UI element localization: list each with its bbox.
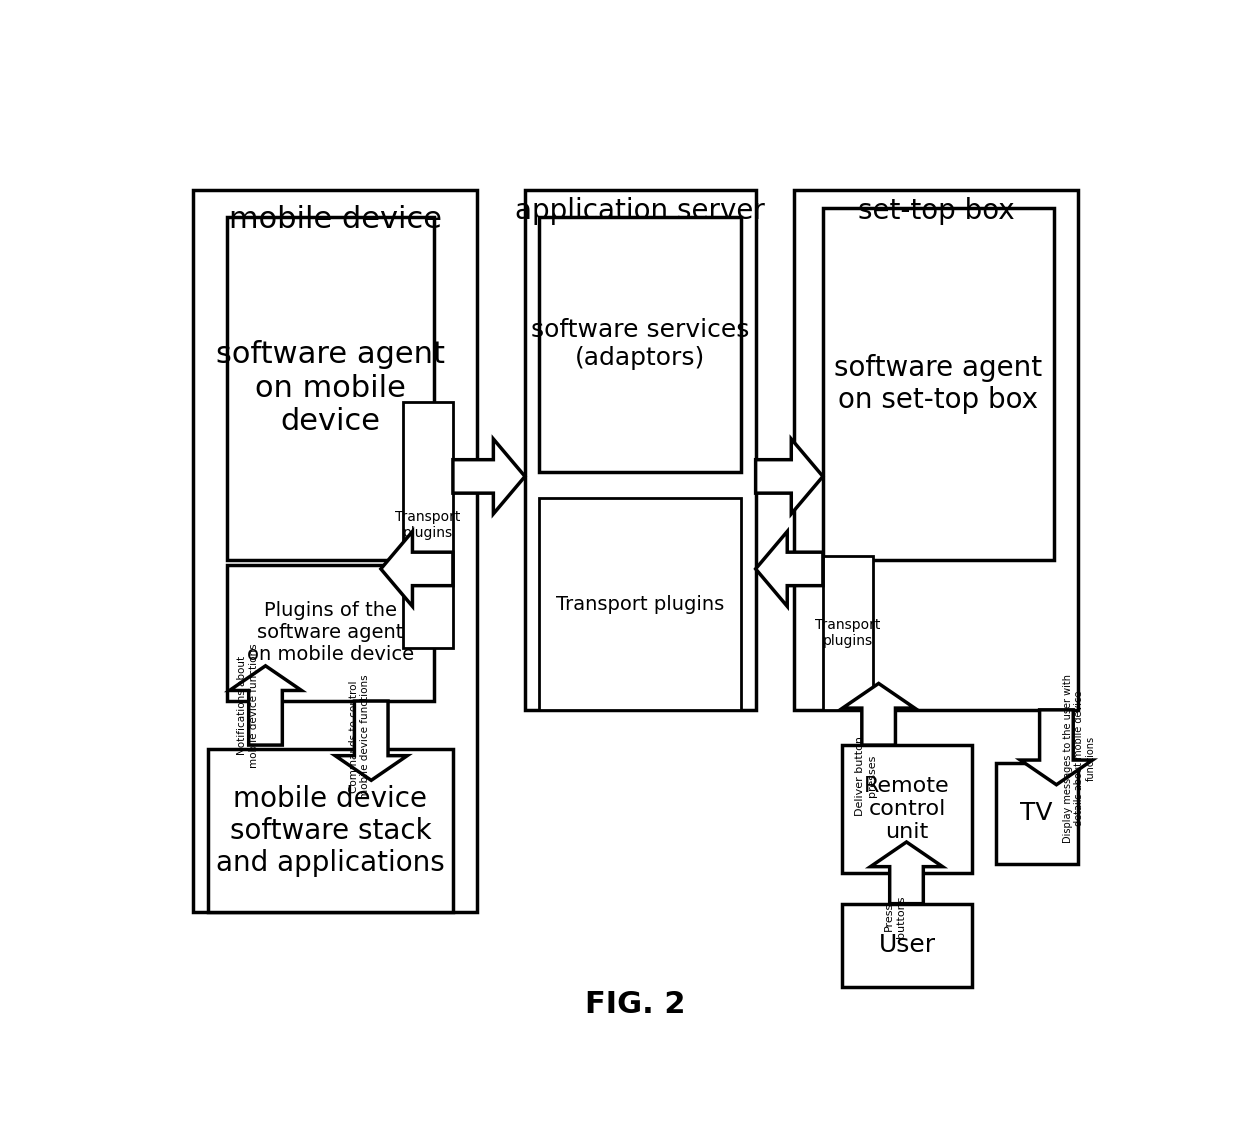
Polygon shape bbox=[843, 683, 915, 745]
Text: Transport plugins: Transport plugins bbox=[557, 595, 724, 613]
Bar bbox=[842, 745, 972, 873]
Bar bbox=[227, 564, 434, 701]
Text: TV: TV bbox=[1021, 801, 1053, 825]
Polygon shape bbox=[229, 666, 301, 745]
Bar bbox=[823, 208, 1054, 561]
Text: Display messages to the user with
details about mobile device
functions: Display messages to the user with detail… bbox=[1063, 674, 1096, 843]
Polygon shape bbox=[870, 842, 942, 904]
Text: Deliver button
presses: Deliver button presses bbox=[856, 736, 877, 816]
Polygon shape bbox=[755, 439, 823, 514]
Polygon shape bbox=[381, 532, 453, 606]
Polygon shape bbox=[755, 532, 823, 606]
Text: software services
(adaptors): software services (adaptors) bbox=[531, 318, 749, 371]
Bar bbox=[403, 402, 453, 649]
Text: Notifications about
mobile device functions: Notifications about mobile device functi… bbox=[237, 643, 259, 768]
Text: Transport
plugins: Transport plugins bbox=[396, 510, 460, 540]
Text: mobile device: mobile device bbox=[228, 205, 441, 233]
Text: Commands to control
mobile device functions: Commands to control mobile device functi… bbox=[348, 674, 371, 799]
Text: application server: application server bbox=[516, 197, 765, 225]
Bar bbox=[823, 556, 873, 709]
Text: Remote
control
unit: Remote control unit bbox=[864, 776, 950, 842]
Bar bbox=[539, 499, 742, 709]
Text: set-top box: set-top box bbox=[858, 197, 1014, 225]
Text: mobile device
software stack
and applications: mobile device software stack and applica… bbox=[216, 785, 445, 877]
Text: User: User bbox=[878, 934, 935, 958]
Bar bbox=[227, 216, 434, 561]
Text: software agent
on set-top box: software agent on set-top box bbox=[835, 353, 1043, 414]
Text: Transport
plugins: Transport plugins bbox=[815, 618, 880, 648]
Polygon shape bbox=[1021, 709, 1092, 785]
Polygon shape bbox=[335, 701, 407, 780]
Bar bbox=[539, 216, 742, 472]
Bar bbox=[208, 749, 453, 913]
Text: Press
buttons: Press buttons bbox=[884, 896, 905, 938]
Bar bbox=[842, 904, 972, 987]
Bar bbox=[193, 190, 477, 913]
Bar bbox=[996, 763, 1078, 864]
Text: software agent
on mobile
device: software agent on mobile device bbox=[216, 340, 445, 436]
Bar bbox=[794, 190, 1078, 709]
Bar bbox=[525, 190, 755, 709]
Text: Plugins of the
software agent
on mobile device: Plugins of the software agent on mobile … bbox=[247, 602, 414, 665]
Polygon shape bbox=[453, 439, 525, 514]
Text: FIG. 2: FIG. 2 bbox=[585, 991, 686, 1019]
